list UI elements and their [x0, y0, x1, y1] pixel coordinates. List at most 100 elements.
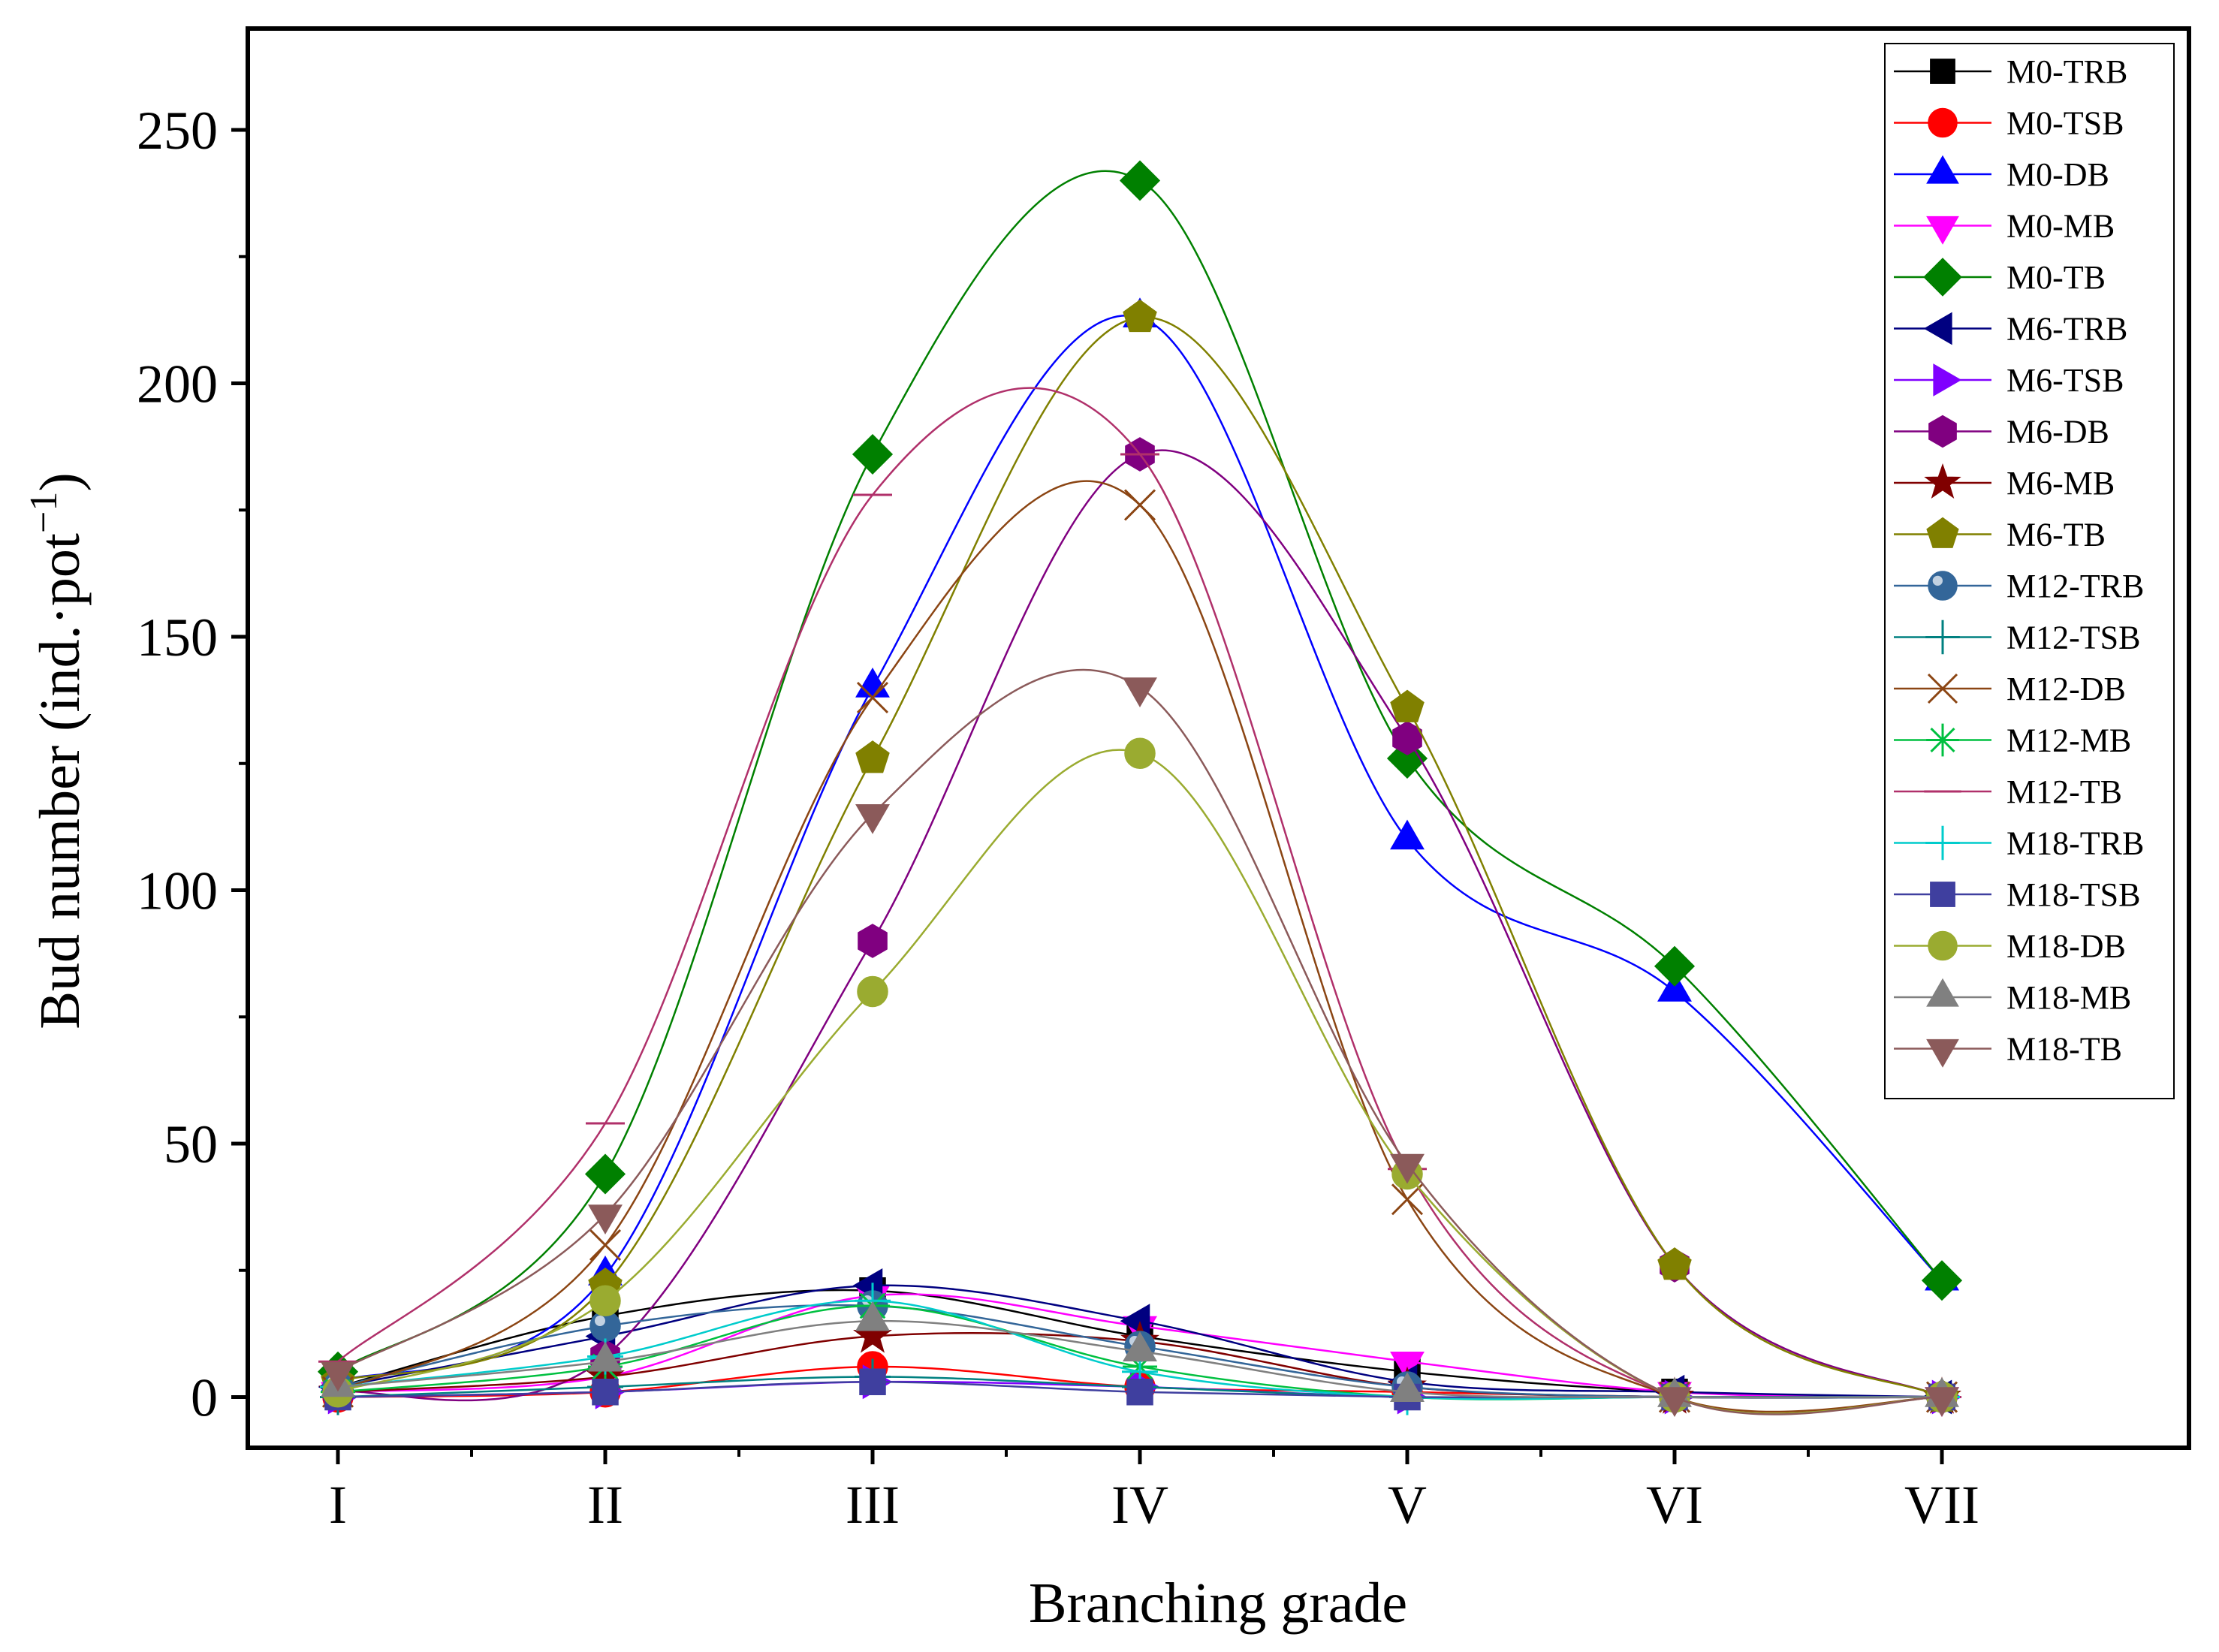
data-point-m18-mb	[588, 1341, 623, 1372]
legend-marker-m6-tb	[1926, 517, 1959, 548]
series-line-m12-tb	[337, 387, 1943, 1415]
legend-marker-m12-trb-highlight	[1932, 575, 1943, 586]
series-line-m6-db	[337, 449, 1943, 1402]
y-axis: 0 50 100 150 200 250	[137, 101, 248, 1428]
data-point-m18-mb	[1390, 1372, 1425, 1402]
data-point-m6-db	[858, 924, 888, 958]
data-point-m6-tb	[1123, 299, 1157, 333]
legend-item-m6-tb: M6-TB	[1894, 517, 2106, 553]
data-point-m18-db	[857, 975, 888, 1008]
legend-marker-m18-tb	[1926, 1039, 1959, 1068]
x-tick-label: IV	[1111, 1475, 1168, 1535]
legend-item-m12-db: M12-DB	[1894, 671, 2126, 707]
plot-frame	[246, 26, 2191, 1450]
legend-item-m12-tsb: M12-TSB	[1894, 620, 2140, 656]
legend-item-m0-db: M0-DB	[1894, 155, 2109, 193]
legend-label: M18-DB	[2006, 928, 2126, 965]
legend-marker-m6-trb	[1923, 312, 1952, 345]
legend-label: M12-TRB	[2006, 568, 2144, 604]
series-layer	[317, 160, 1963, 1418]
legend-marker-m12-tsb	[1925, 620, 1960, 655]
data-point-m18-mb	[1123, 1331, 1157, 1361]
x-tick-label: I	[329, 1475, 347, 1535]
data-point-m0-tb	[1119, 160, 1161, 201]
legend-label: M18-TSB	[2006, 876, 2140, 913]
data-point-m12-db	[589, 1228, 622, 1262]
data-point-m0-db	[1390, 819, 1425, 850]
y-axis-title-close: )	[29, 472, 92, 491]
x-tick-label: III	[846, 1475, 900, 1535]
data-point-m18-tb	[1390, 1153, 1425, 1184]
legend-marker-m18-db	[1928, 930, 1958, 961]
legend-marker-m12-db	[1927, 673, 1958, 704]
legend-item-m0-tb: M0-TB	[1894, 258, 2106, 297]
legend-label: M12-DB	[2006, 671, 2126, 707]
data-point-m18-tb	[855, 804, 890, 834]
data-point-m18-tb	[1925, 1387, 1959, 1418]
legend-marker-m12-mb	[1926, 723, 1959, 757]
series-line-m6-tb	[337, 316, 1943, 1398]
x-tick-label: II	[587, 1475, 623, 1535]
legend-item-m12-tb: M12-TB	[1894, 773, 2122, 810]
legend-label: M12-TSB	[2006, 620, 2140, 656]
legend-label: M6-TRB	[2006, 311, 2127, 348]
y-axis-title-main: Bud number (ind.·pot	[29, 533, 92, 1029]
legend-label: M12-TB	[2006, 773, 2122, 810]
series-m18-tb	[321, 668, 1959, 1418]
data-point-m0-tb	[1921, 1260, 1963, 1301]
series-line-m0-tb	[337, 170, 1943, 1373]
legend-label: M0-MB	[2006, 208, 2115, 245]
legend-item-m6-db: M6-DB	[1894, 414, 2109, 451]
legend-item-m18-db: M18-DB	[1894, 928, 2126, 965]
data-point-m18-tb	[1123, 677, 1157, 708]
legend-label: M0-TB	[2006, 259, 2106, 296]
legend-label: M6-MB	[2006, 465, 2115, 502]
legend-item-m12-trb: M12-TRB	[1894, 568, 2144, 604]
legend-item-m6-trb: M6-TRB	[1894, 311, 2127, 348]
legend-item-m6-mb: M6-MB	[1894, 463, 2115, 502]
data-point-m18-db	[1124, 737, 1156, 769]
legend-marker-m0-tb	[1923, 258, 1962, 297]
legend-label: M6-TB	[2006, 517, 2106, 553]
x-tick-label: VI	[1646, 1475, 1703, 1535]
data-point-m12-trb-highlight	[595, 1316, 605, 1326]
data-point-m18-tsb	[859, 1368, 886, 1395]
legend-marker-m6-tsb	[1933, 363, 1962, 396]
legend-item-m18-tsb: M18-TSB	[1894, 876, 2140, 913]
data-point-m12-db	[1123, 489, 1156, 521]
y-tick-label: 0	[191, 1368, 218, 1428]
legend-label: M0-TRB	[2006, 53, 2127, 90]
data-point-m0-tb	[1654, 945, 1696, 987]
legend: M0-TRB M0-TSB M0-DB M0-MB M0-TB M6-TRB M6-TSB M…	[1884, 43, 2175, 1099]
data-point-m18-tb	[1657, 1387, 1692, 1418]
legend-item-m12-mb: M12-MB	[1894, 722, 2131, 759]
legend-marker-m0-tsb	[1928, 107, 1958, 138]
legend-label: M0-DB	[2006, 156, 2109, 193]
legend-item-m0-trb: M0-TRB	[1894, 53, 2127, 90]
y-tick-label: 50	[164, 1114, 218, 1174]
data-point-m18-tsb	[592, 1379, 619, 1406]
series-m12-db	[321, 480, 1958, 1413]
legend-label: M18-TB	[2006, 1031, 2122, 1068]
legend-marker-m12-trb	[1928, 571, 1958, 601]
legend-marker-m0-trb	[1930, 59, 1955, 84]
x-axis-title: Branching grade	[1029, 1572, 1407, 1635]
data-point-m0-tb	[852, 433, 894, 475]
y-tick-label: 200	[137, 354, 218, 415]
data-point-m18-mb	[855, 1301, 890, 1331]
series-line-m0-db	[337, 315, 1943, 1383]
legend-marker-m6-mb	[1924, 463, 1961, 499]
data-point-m18-tsb	[1126, 1379, 1153, 1406]
y-tick-label: 150	[137, 607, 218, 668]
y-axis-title: Bud number (ind.·pot−1)	[23, 472, 92, 1029]
legend-item-m18-tb: M18-TB	[1894, 1031, 2122, 1068]
x-tick-label: V	[1388, 1475, 1427, 1535]
y-tick-label: 100	[137, 861, 218, 921]
legend-marker-m18-tsb	[1930, 882, 1955, 907]
legend-item-m6-tsb: M6-TSB	[1894, 362, 2124, 399]
series-m12-tb	[318, 387, 1961, 1415]
legend-label: M0-TSB	[2006, 105, 2124, 142]
data-point-m18-tb	[588, 1204, 623, 1235]
series-line-m18-tb	[337, 668, 1943, 1415]
